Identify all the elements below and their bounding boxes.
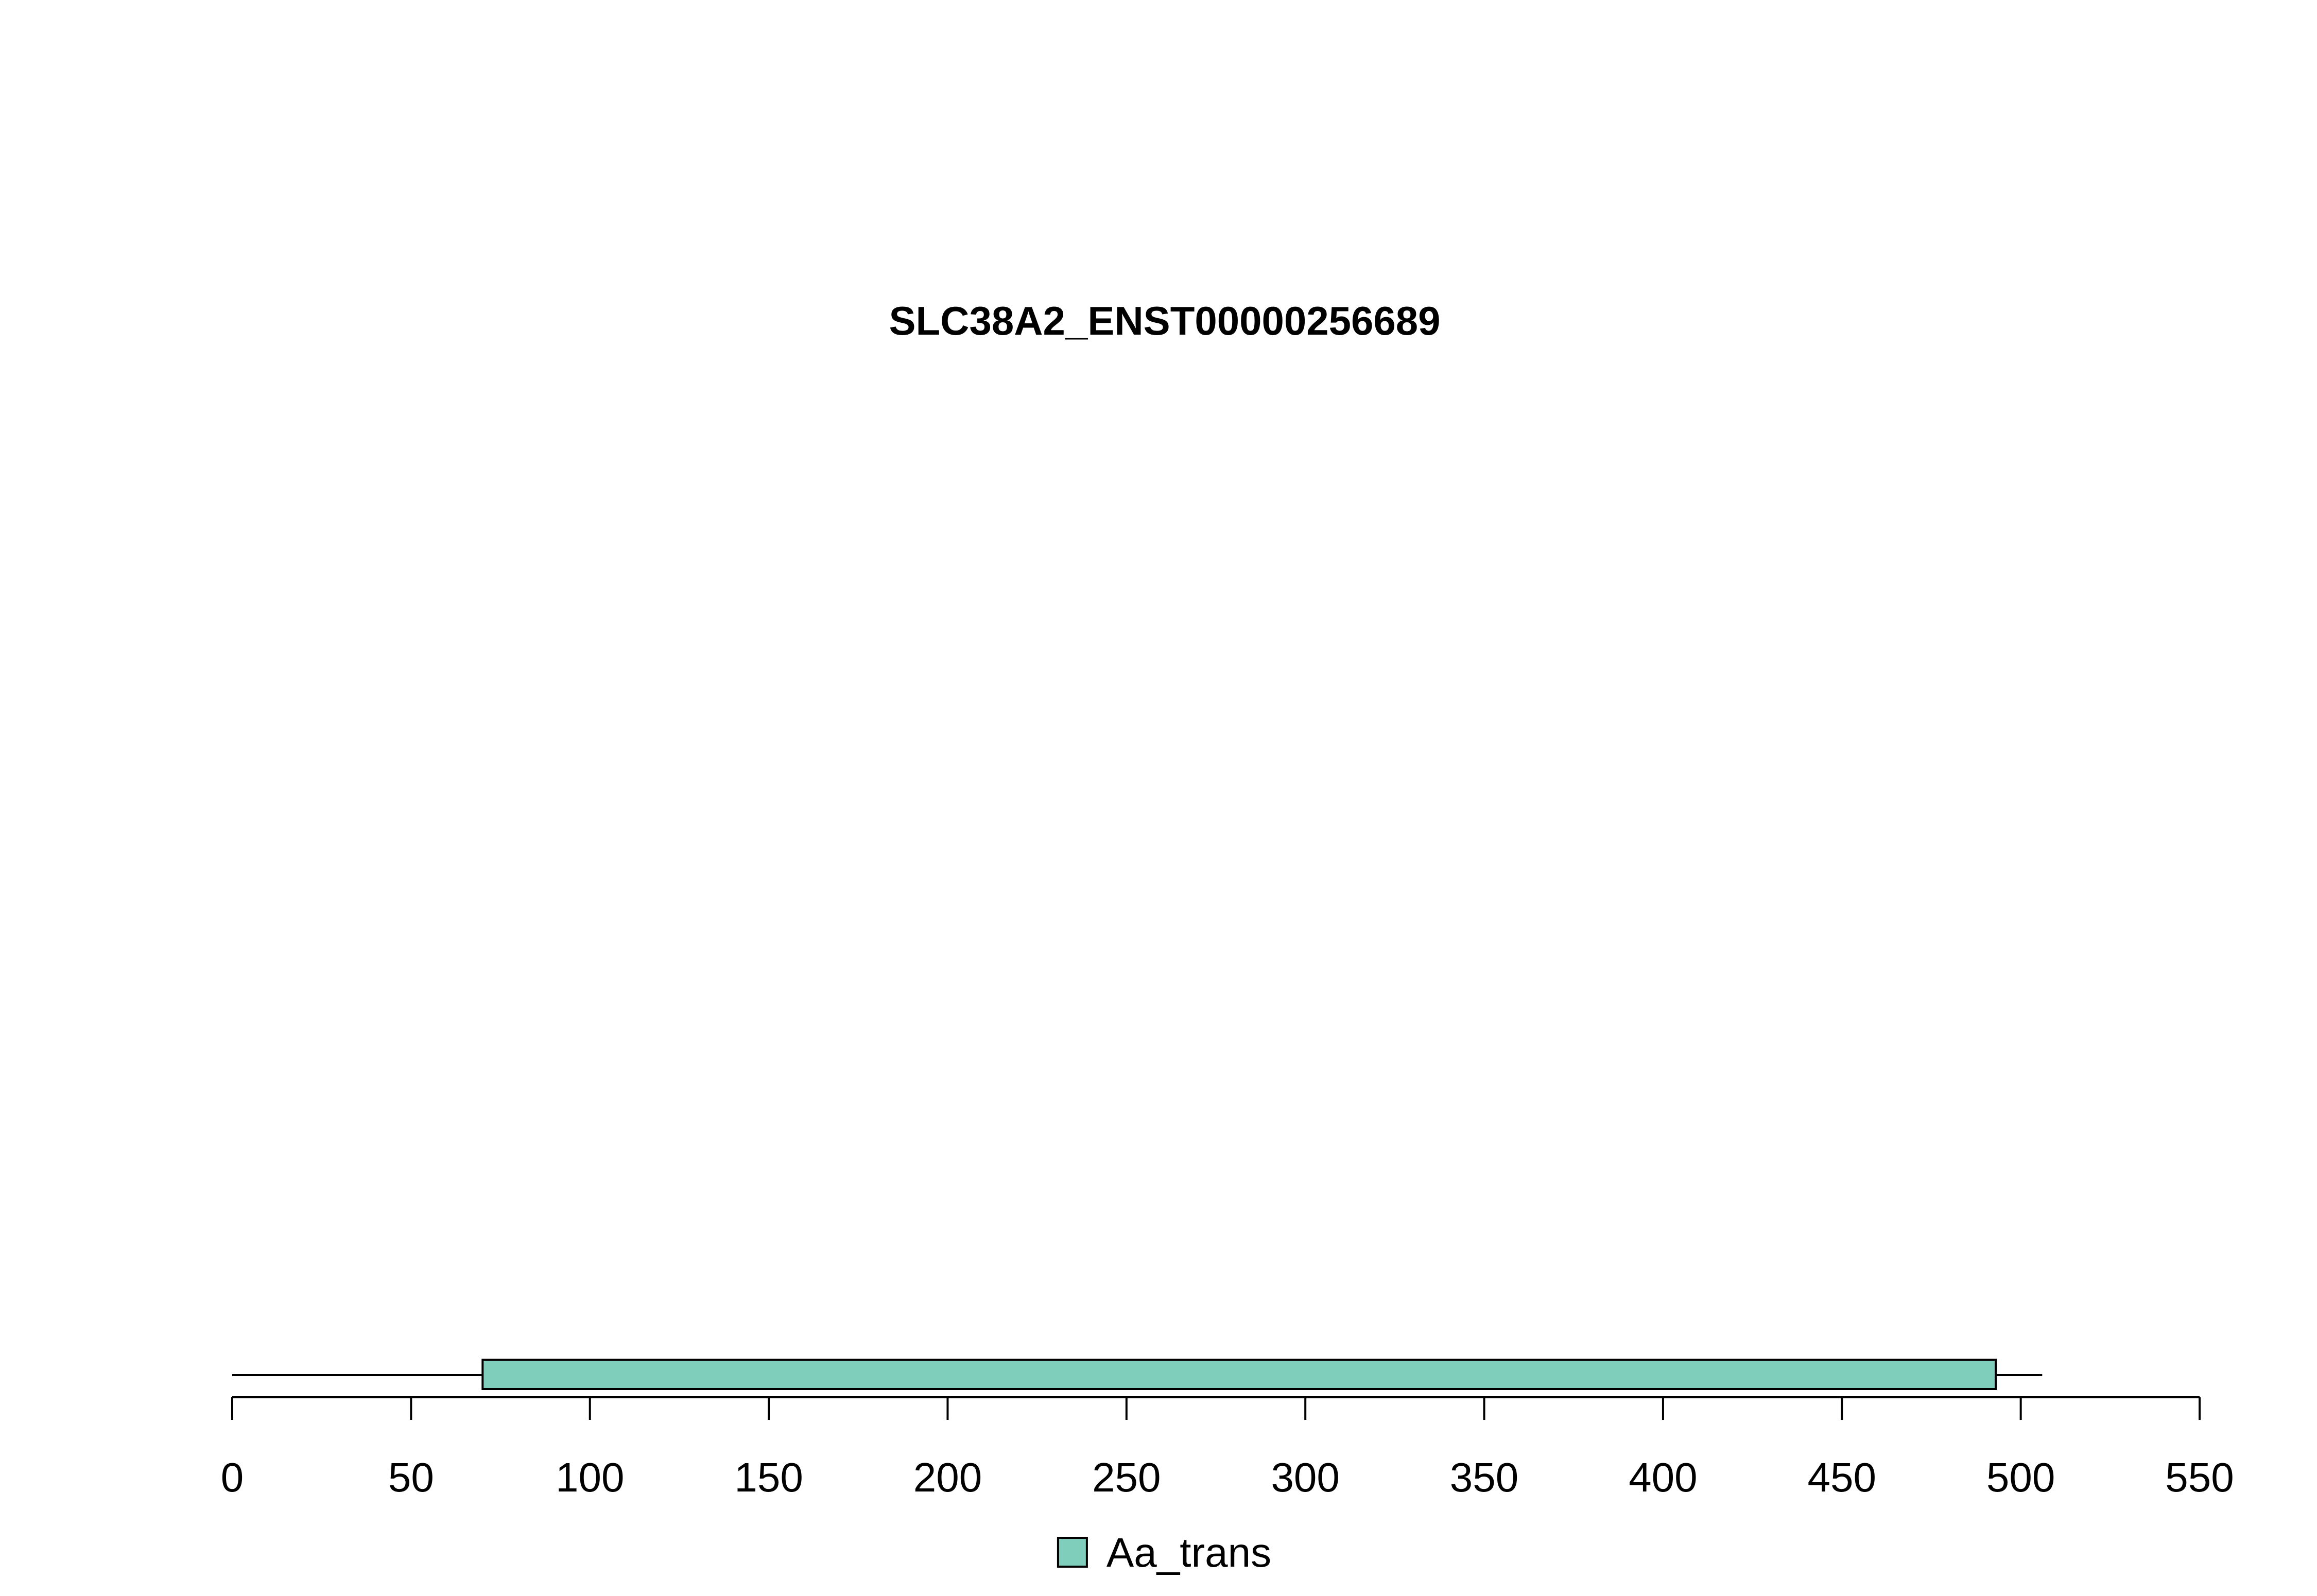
x-tick-label: 250: [1092, 1454, 1161, 1500]
x-tick-label: 50: [388, 1454, 434, 1500]
x-tick-label: 400: [1629, 1454, 1697, 1500]
x-tick-label: 200: [913, 1454, 982, 1500]
x-tick-label: 350: [1450, 1454, 1518, 1500]
domain-bar-aa-trans: [481, 1359, 1997, 1390]
legend-swatch: [1057, 1537, 1088, 1568]
x-tick-label: 450: [1808, 1454, 1876, 1500]
x-tick-label: 0: [221, 1454, 244, 1500]
x-tick-label: 100: [556, 1454, 624, 1500]
x-tick-label: 550: [2165, 1454, 2234, 1500]
x-tick-label: 300: [1271, 1454, 1339, 1500]
x-axis: 0 50 100 150 200 250 300 350 400 450 500 550: [221, 1396, 2234, 1500]
legend-item: Aa_trans: [1057, 1530, 1271, 1575]
domain-layer: [481, 1359, 1997, 1390]
chart-title: SLC38A2_ENST00000256689: [889, 298, 1440, 343]
legend-label: Aa_trans: [1106, 1530, 1271, 1575]
legend: Aa_trans: [1057, 1530, 1271, 1575]
x-tick-label: 150: [734, 1454, 803, 1500]
x-tick-label: 500: [1986, 1454, 2055, 1500]
